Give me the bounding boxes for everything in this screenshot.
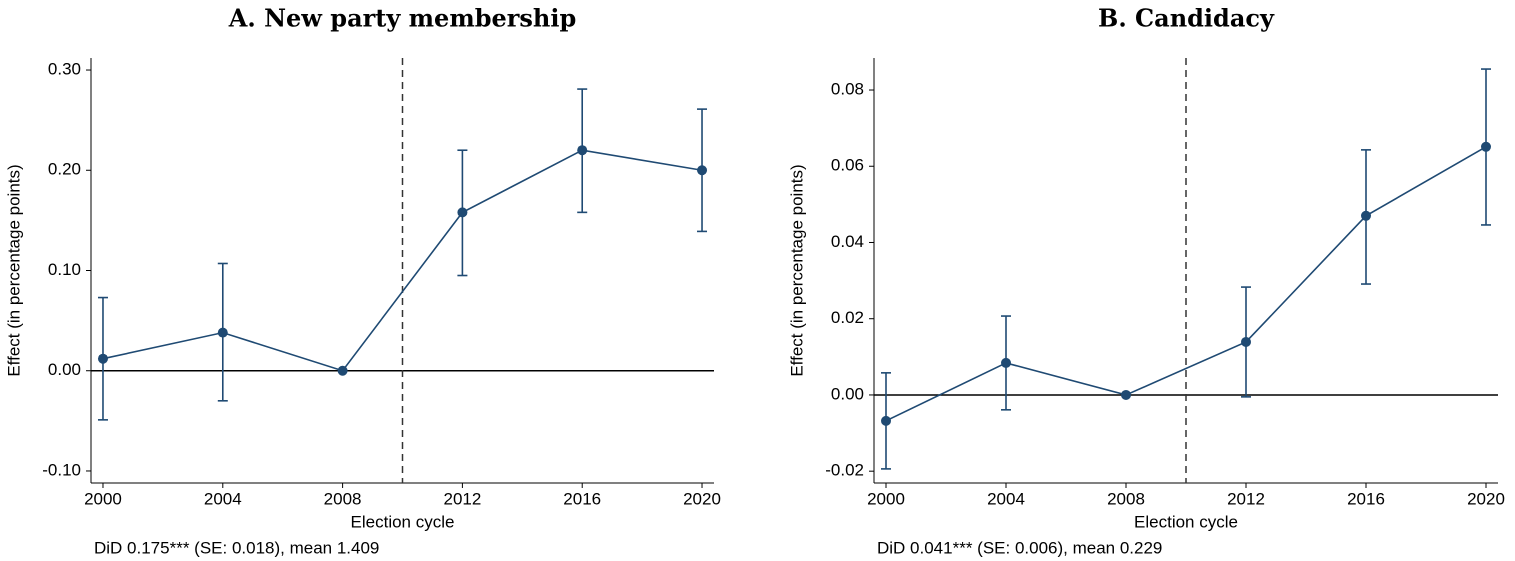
x-tick-label: 2000	[867, 489, 905, 508]
y-tick-label: 0.10	[48, 260, 81, 279]
x-tick-label: 2020	[683, 489, 721, 508]
chart-title: A. New party membership	[228, 4, 577, 33]
y-tick-label: 0.02	[831, 308, 864, 327]
point	[1241, 336, 1251, 347]
y-axis-label: Effect (in percentage points)	[787, 164, 806, 376]
note: DiD 0.175*** (SE: 0.018), mean 1.409	[94, 538, 379, 557]
x-tick-label: 2020	[1467, 489, 1505, 508]
point	[1481, 141, 1491, 152]
x-axis-label: Election cycle	[1134, 512, 1238, 531]
line	[885, 146, 1487, 422]
x-tick-label: 2012	[1227, 489, 1265, 508]
y-tick-label: 0.00	[831, 384, 864, 403]
y-tick-label: 0.06	[831, 156, 864, 175]
y-tick-label: 0.08	[831, 80, 864, 99]
point	[217, 327, 228, 338]
x-tick-label: 2004	[204, 489, 242, 508]
point	[97, 353, 108, 364]
point	[697, 165, 708, 176]
y-tick-label: -0.02	[825, 461, 864, 480]
point	[1001, 357, 1011, 368]
note: DiD 0.041*** (SE: 0.006), mean 0.229	[877, 538, 1162, 557]
y-axis-label: Effect (in percentage points)	[4, 164, 23, 376]
y-tick-label: 0.00	[48, 360, 81, 379]
y-tick-label: 0.30	[48, 60, 81, 79]
point	[577, 145, 588, 156]
line	[102, 149, 703, 372]
chart-title: B. Candidacy	[1098, 4, 1275, 33]
point	[1121, 389, 1131, 400]
y-tick-label: 0.04	[831, 232, 864, 251]
x-axis-label: Election cycle	[351, 512, 455, 531]
point	[337, 365, 348, 376]
point	[457, 207, 468, 218]
x-tick-label: 2008	[324, 489, 362, 508]
x-tick-label: 2016	[563, 489, 601, 508]
x-tick-label: 2012	[443, 489, 481, 508]
x-tick-label: 2004	[987, 489, 1025, 508]
x-tick-label: 2000	[84, 489, 122, 508]
x-tick-label: 2008	[1107, 489, 1145, 508]
point	[881, 415, 891, 426]
x-tick-label: 2016	[1347, 489, 1385, 508]
y-tick-label: -0.10	[42, 460, 81, 479]
y-tick-label: 0.20	[48, 160, 81, 179]
point	[1361, 210, 1371, 221]
